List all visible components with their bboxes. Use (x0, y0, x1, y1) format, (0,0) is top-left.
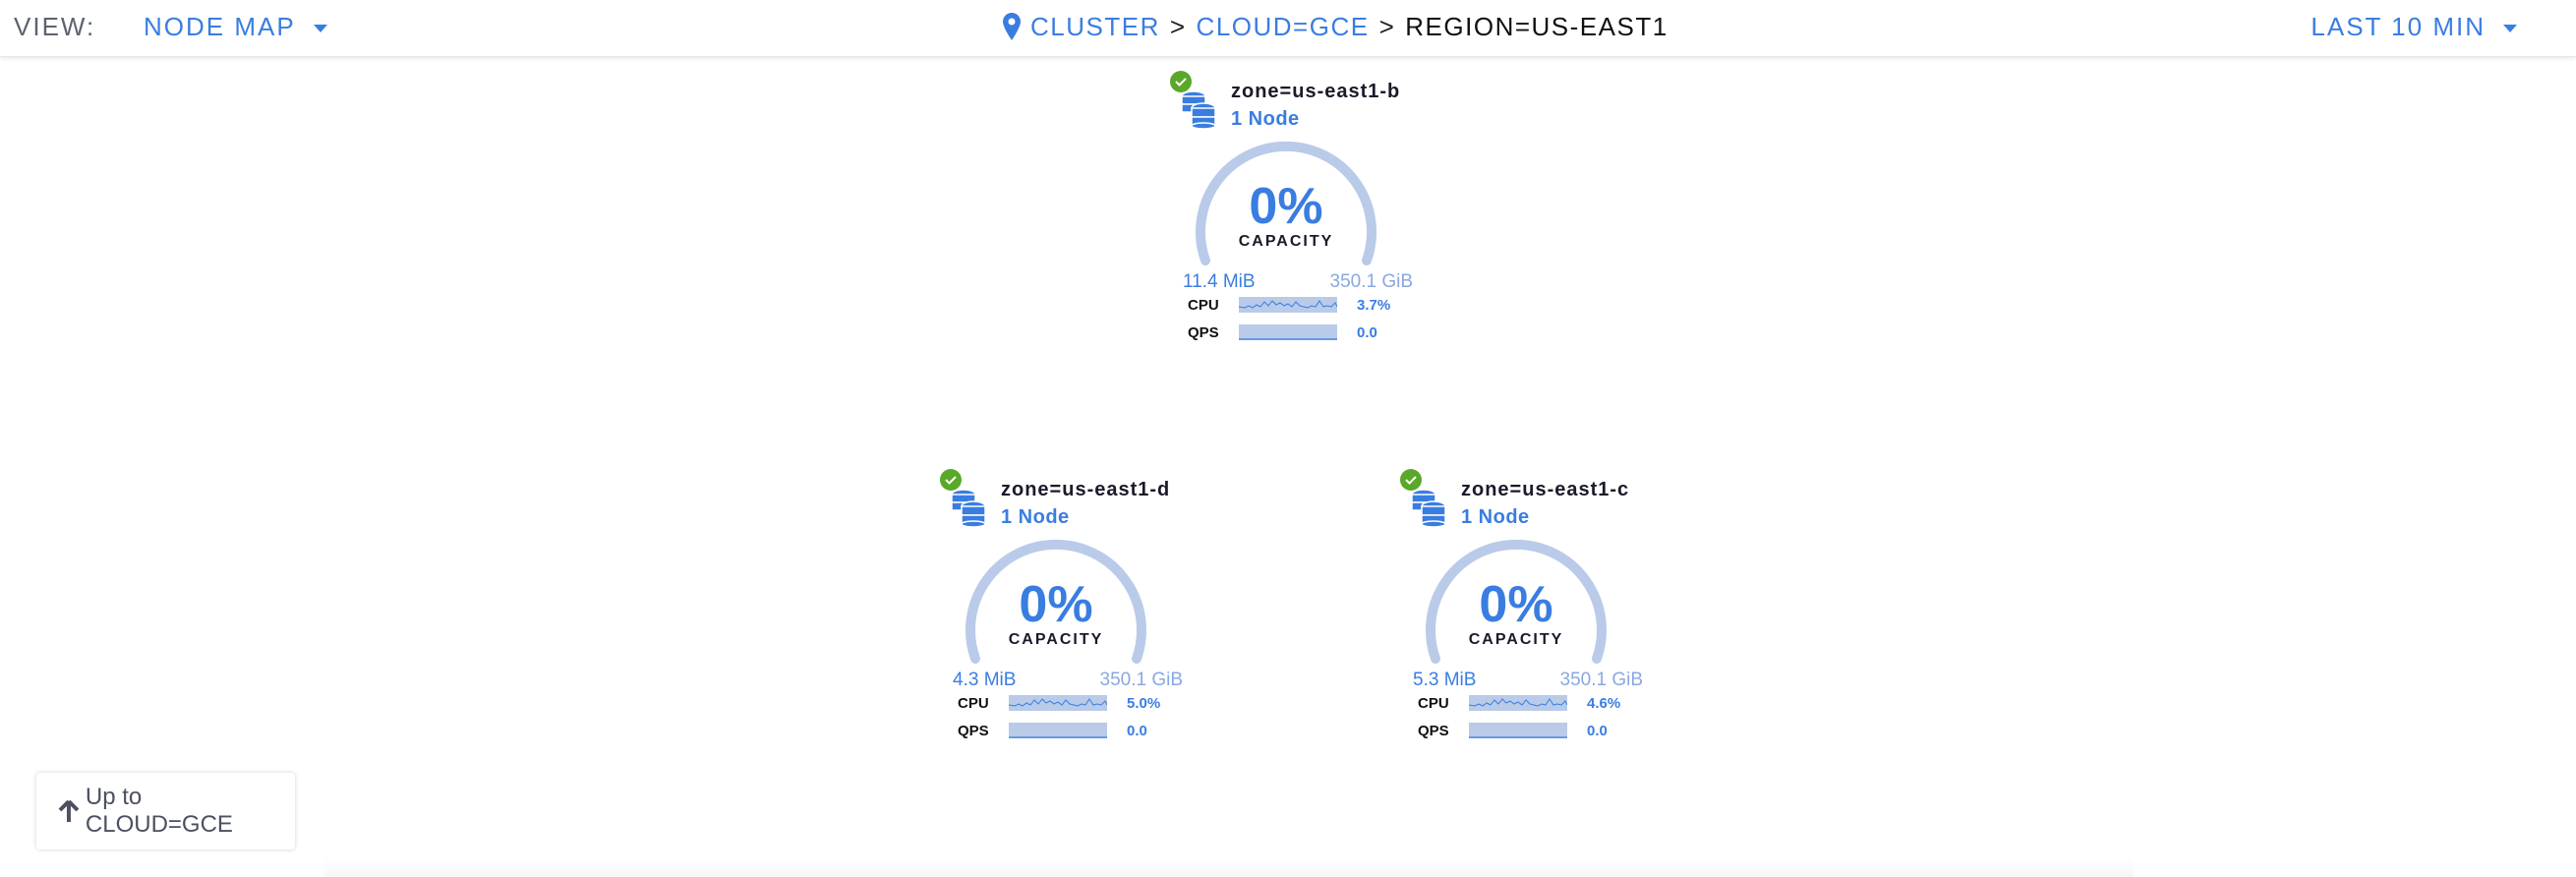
healthy-check-icon (940, 469, 962, 491)
time-range-value: LAST 10 MIN (2311, 12, 2486, 41)
up-button-label: Up to CLOUD=GCE (85, 784, 233, 838)
qps-sparkline (1009, 723, 1107, 738)
zone-name[interactable]: zone=us-east1-b (1231, 81, 1401, 102)
qps-label: QPS (1418, 723, 1449, 739)
cpu-label: CPU (1188, 297, 1219, 314)
capacity-gauge (966, 540, 1146, 664)
healthy-check-icon (1400, 469, 1422, 491)
top-bar: VIEW: NODE MAP CLUSTER > CLOUD=GCE > REG… (0, 0, 2576, 57)
cpu-label: CPU (958, 695, 989, 712)
capacity-gauge (1426, 540, 1607, 664)
time-range-dropdown[interactable]: LAST 10 MIN (2311, 12, 2517, 41)
cpu-value: 5.0% (1127, 695, 1161, 712)
breadcrumb-separator: > (1378, 12, 1396, 41)
qps-value: 0.0 (1357, 324, 1377, 341)
cpu-label: CPU (1418, 695, 1449, 712)
breadcrumb-cluster[interactable]: CLUSTER (1030, 12, 1160, 41)
cpu-sparkline (1469, 695, 1567, 711)
zone-node[interactable]: zone=us-east1-d 1 Node 0% CAPACITY 4.3 M… (908, 467, 1203, 762)
used-storage: 5.3 MiB (1413, 670, 1477, 690)
node-count: 1 Node (1231, 108, 1300, 130)
qps-sparkline (1469, 723, 1567, 738)
cpu-value: 4.6% (1587, 695, 1621, 712)
cpu-value: 3.7% (1357, 297, 1391, 314)
used-storage: 4.3 MiB (953, 670, 1017, 690)
zone-node[interactable]: zone=us-east1-b 1 Node 0% CAPACITY 11.4 … (1139, 69, 1434, 364)
map-pin-icon (1003, 13, 1021, 40)
bottom-divider (324, 857, 2134, 877)
view-label: VIEW: (14, 12, 96, 41)
capacity-percent: 0% (1019, 576, 1093, 633)
zone-name[interactable]: zone=us-east1-c (1461, 479, 1630, 500)
breadcrumb-separator: > (1169, 12, 1187, 41)
breadcrumb: CLUSTER > CLOUD=GCE > REGION=US-EAST1 (1003, 12, 1669, 41)
qps-label: QPS (958, 723, 989, 739)
chevron-down-icon (2503, 25, 2517, 33)
database-icon (951, 489, 986, 528)
zone-node[interactable]: zone=us-east1-c 1 Node 0% CAPACITY 5.3 M… (1369, 467, 1664, 762)
node-count: 1 Node (1461, 506, 1530, 528)
qps-value: 0.0 (1127, 723, 1147, 739)
healthy-check-icon (1170, 71, 1192, 92)
capacity-percent: 0% (1479, 576, 1553, 633)
view-dropdown[interactable]: NODE MAP (144, 12, 327, 41)
qps-sparkline (1239, 324, 1337, 340)
capacity-label: CAPACITY (1238, 233, 1334, 250)
node-count: 1 Node (1001, 506, 1070, 528)
cpu-sparkline (1009, 695, 1107, 711)
total-storage: 350.1 GiB (1329, 271, 1414, 292)
up-to-cloud-button[interactable]: Up to CLOUD=GCE (36, 773, 295, 849)
used-storage: 11.4 MiB (1183, 271, 1256, 292)
view-value: NODE MAP (144, 12, 296, 41)
capacity-label: CAPACITY (1468, 631, 1564, 648)
chevron-down-icon (313, 25, 327, 33)
zone-name[interactable]: zone=us-east1-d (1001, 479, 1171, 500)
capacity-percent: 0% (1249, 178, 1323, 235)
database-icon (1181, 90, 1216, 130)
total-storage: 350.1 GiB (1559, 670, 1644, 690)
breadcrumb-cloud[interactable]: CLOUD=GCE (1196, 12, 1370, 41)
total-storage: 350.1 GiB (1099, 670, 1184, 690)
breadcrumb-region: REGION=US-EAST1 (1405, 12, 1669, 41)
qps-label: QPS (1188, 324, 1219, 341)
arrow-up-icon (58, 799, 80, 822)
database-icon (1411, 489, 1446, 528)
cpu-sparkline (1239, 297, 1337, 313)
capacity-gauge (1196, 142, 1376, 265)
qps-value: 0.0 (1587, 723, 1608, 739)
capacity-label: CAPACITY (1008, 631, 1104, 648)
